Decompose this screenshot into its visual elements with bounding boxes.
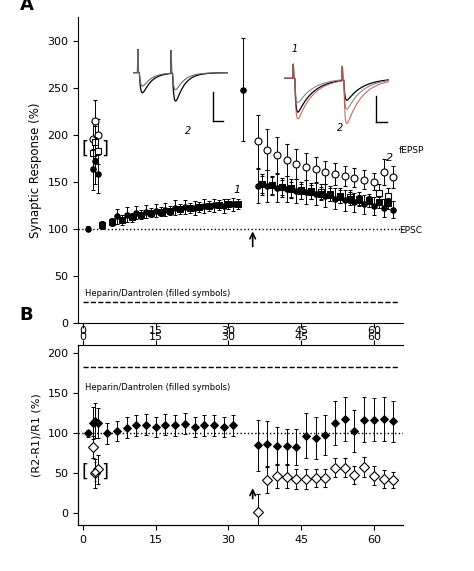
Text: 1: 1 — [233, 185, 240, 195]
Text: [: [ — [82, 140, 89, 158]
Text: 1: 1 — [292, 44, 298, 54]
Text: B: B — [20, 306, 33, 324]
Text: ]: ] — [101, 463, 109, 481]
Text: fEPSP: fEPSP — [399, 146, 424, 155]
Text: A: A — [20, 0, 34, 14]
Text: Heparin/Dantrolen (filled symbols): Heparin/Dantrolen (filled symbols) — [85, 289, 231, 298]
Text: 2: 2 — [185, 126, 191, 136]
Text: ]: ] — [101, 140, 109, 158]
Y-axis label: Synaptic Response (%): Synaptic Response (%) — [29, 102, 42, 238]
Text: EPSC: EPSC — [399, 226, 422, 235]
Text: 2: 2 — [386, 153, 393, 163]
Text: 2: 2 — [337, 123, 343, 133]
X-axis label: Time (min): Time (min) — [207, 348, 274, 361]
Text: Heparin/Dantrolen (filled symbols): Heparin/Dantrolen (filled symbols) — [85, 383, 231, 392]
Y-axis label: (R2-R1)/R1 (%): (R2-R1)/R1 (%) — [32, 393, 42, 477]
Text: [: [ — [82, 463, 89, 481]
